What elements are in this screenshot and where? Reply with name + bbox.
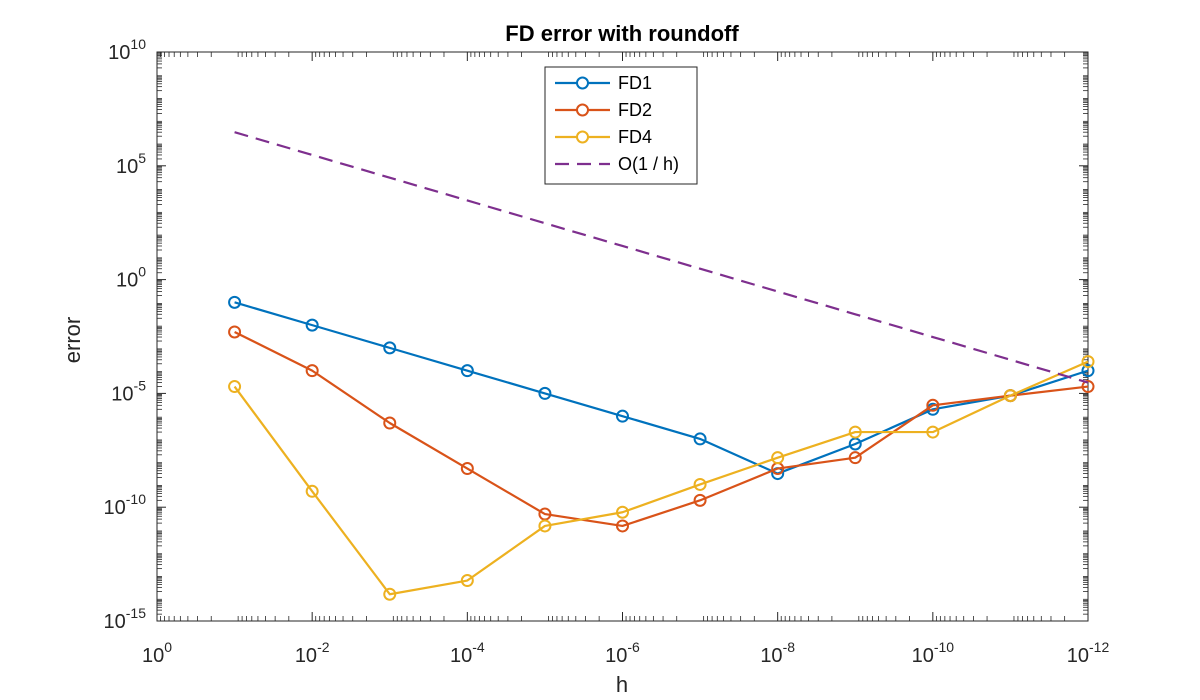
y-axis-label: error: [60, 317, 85, 363]
legend: FD1 FD2 FD4 O(1 / h): [544, 66, 698, 185]
series-layer: [228, 131, 1095, 601]
data-point-fd4: [305, 484, 319, 498]
data-point-fd1: [693, 432, 707, 446]
major-ticks: [156, 51, 1089, 622]
legend-marker-fd2: [576, 103, 589, 117]
legend-label-fd1: FD1: [618, 73, 652, 93]
data-point-fd4: [538, 519, 552, 533]
data-point-fd2: [848, 451, 862, 465]
legend-marker-fd4: [576, 130, 589, 144]
data-point-fd4: [383, 587, 397, 601]
x-axis-label: h: [616, 672, 628, 697]
y-tick-label: 10-15: [104, 605, 147, 633]
data-point-fd4: [848, 425, 862, 439]
data-point-fd4: [1081, 355, 1095, 369]
data-point-fd2: [1081, 380, 1095, 394]
data-point-fd2: [616, 519, 629, 533]
y-tick-labels: 10-15 10-10 10-5 100 105 1010: [104, 36, 147, 633]
data-point-fd2: [926, 398, 940, 412]
data-point-fd2: [460, 462, 474, 476]
y-tick-label: 10-10: [104, 491, 147, 519]
data-point-fd4: [693, 477, 707, 491]
legend-marker-fd1: [576, 76, 589, 90]
data-point-fd1: [383, 341, 397, 355]
data-point-fd2: [228, 325, 242, 339]
chart-title: FD error with roundoff: [505, 21, 739, 46]
data-point-fd1: [538, 386, 552, 400]
y-tick-label: 100: [116, 264, 146, 292]
data-point-fd4: [460, 574, 474, 588]
x-tick-label: 10-10: [912, 639, 955, 667]
data-point-fd2: [693, 493, 707, 507]
series-line-fd2: [234, 330, 1089, 528]
x-tick-label: 10-8: [760, 639, 795, 667]
legend-label-o-1-h: O(1 / h): [618, 154, 679, 174]
data-point-fd1: [228, 295, 242, 309]
data-point-fd1: [305, 318, 319, 332]
data-point-fd4: [771, 451, 785, 465]
data-point-fd4: [926, 425, 940, 439]
series-line-fd1: [234, 301, 1089, 475]
y-tick-label: 105: [116, 150, 146, 178]
data-point-fd4: [616, 505, 629, 519]
x-tick-label: 10-4: [450, 639, 485, 667]
y-tick-label: 1010: [108, 36, 146, 64]
legend-label-fd4: FD4: [618, 127, 652, 147]
x-tick-label: 100: [142, 639, 172, 667]
x-tick-labels: 100 10-2 10-4 10-6 10-8 10-10 10-12: [142, 639, 1109, 667]
x-tick-label: 10-12: [1067, 639, 1110, 667]
legend-entries: FD1 FD2 FD4 O(1 / h): [555, 73, 679, 174]
legend-label-fd2: FD2: [618, 100, 652, 120]
series-line-fd4: [233, 360, 1089, 596]
data-point-fd1: [1081, 364, 1095, 378]
minor-ticks: [157, 52, 1088, 621]
y-tick-label: 10-5: [111, 377, 146, 405]
data-point-fd2: [305, 364, 319, 378]
data-point-fd2: [383, 416, 397, 430]
x-tick-label: 10-6: [605, 639, 640, 667]
data-point-fd4: [228, 380, 242, 394]
series-line-o-1-h: [234, 131, 1089, 384]
data-point-fd4: [1003, 389, 1017, 403]
x-tick-label: 10-2: [295, 639, 330, 667]
data-point-fd1: [616, 409, 629, 423]
legend-box: [544, 66, 698, 185]
data-point-fd1: [460, 364, 474, 378]
